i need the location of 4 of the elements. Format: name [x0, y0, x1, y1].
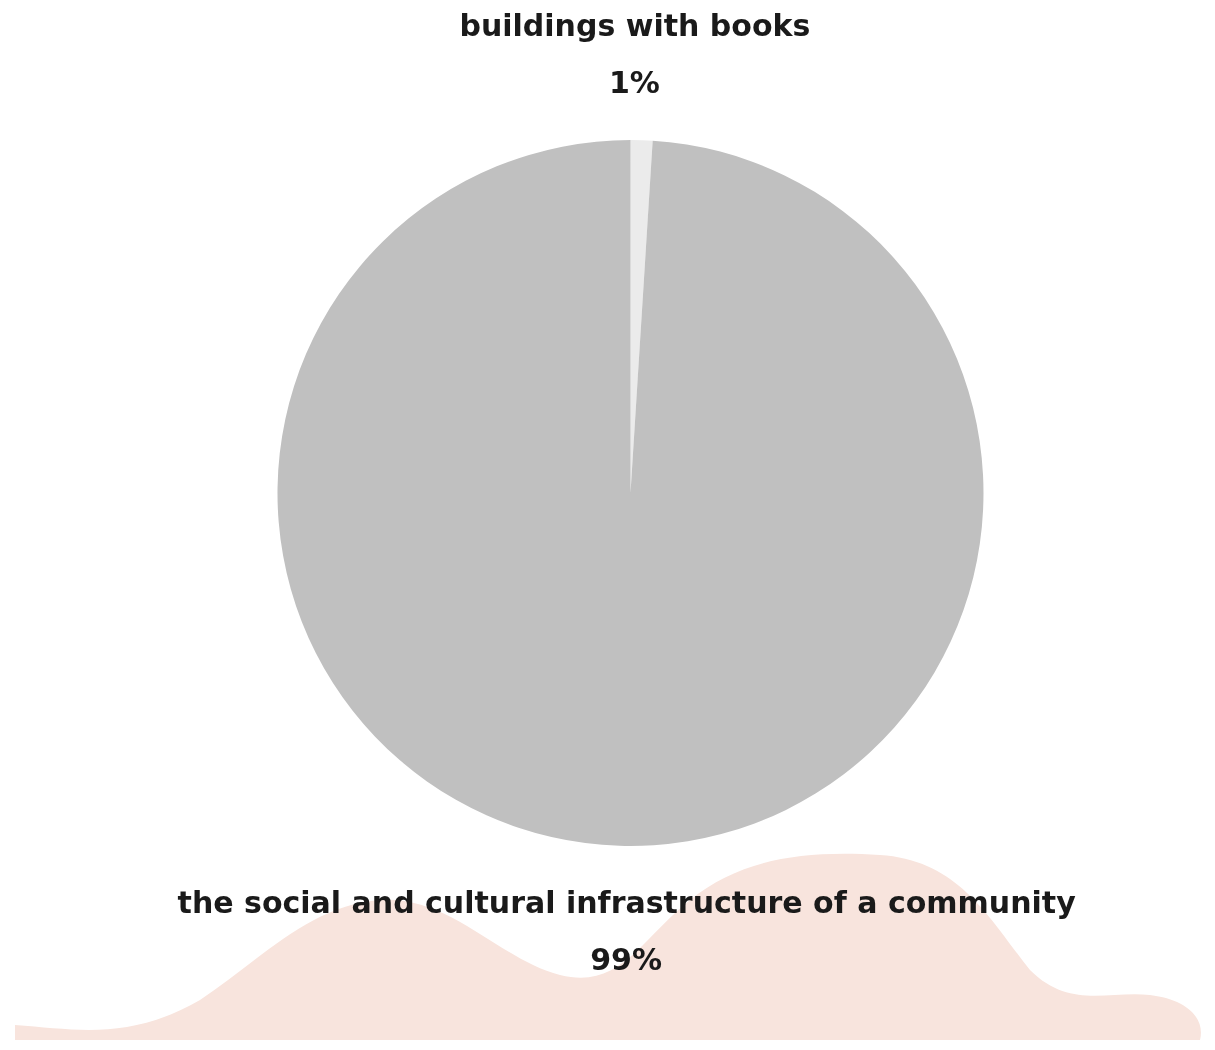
slice-label: buildings with books — [459, 8, 811, 44]
data-label: 1% — [608, 65, 660, 100]
data-label: 99% — [590, 941, 662, 977]
slice-label: the social and cultural infrastructure of a community — [177, 884, 1077, 920]
